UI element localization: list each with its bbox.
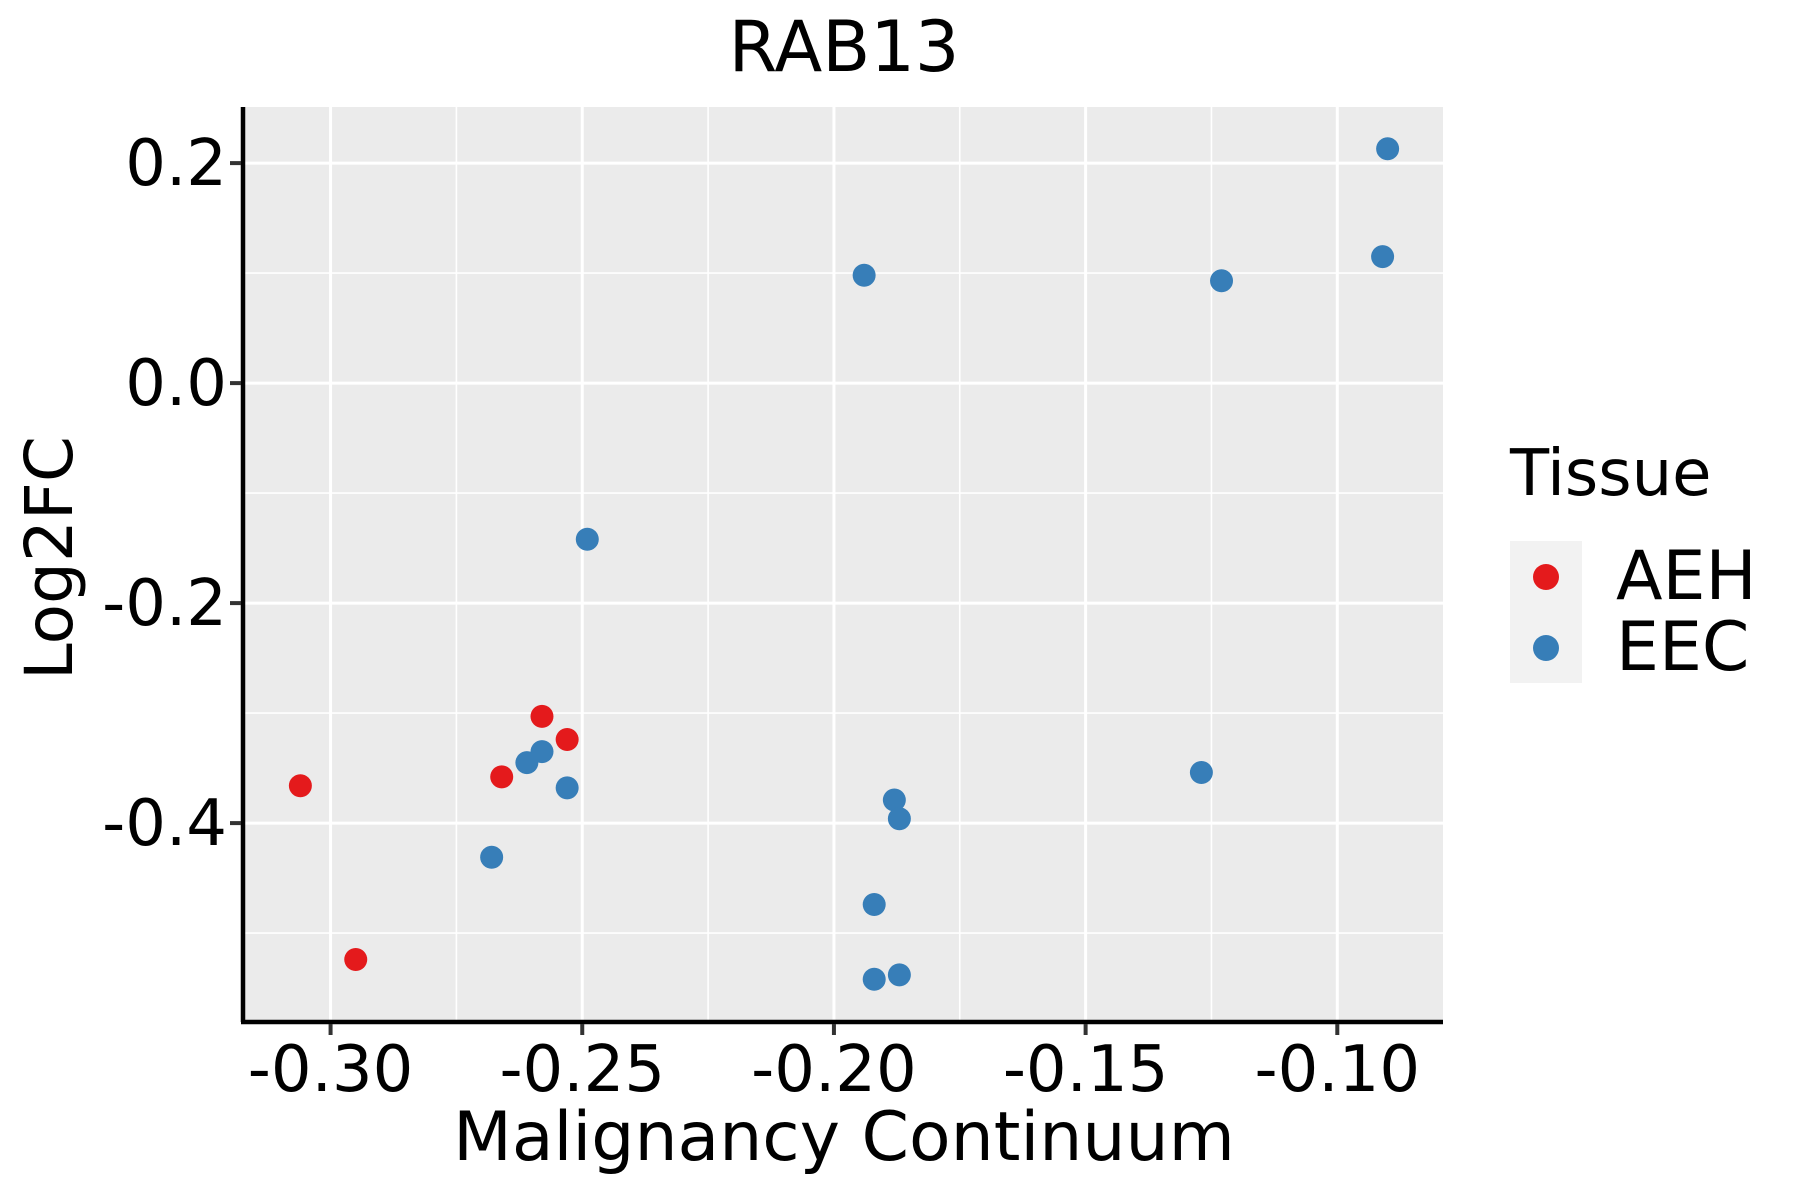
x-tick-label: -0.25	[499, 1033, 666, 1107]
data-point-aeh	[530, 704, 554, 728]
data-point-eec	[887, 807, 911, 831]
data-point-eec	[887, 963, 911, 987]
panel-background	[245, 107, 1443, 1020]
legend-title: Tissue	[1510, 437, 1712, 511]
data-point-eec	[575, 527, 599, 551]
legend-key	[1510, 612, 1582, 683]
plot-title: RAB13	[728, 6, 960, 88]
legend-entry-eec: EEC	[1510, 612, 1790, 683]
legend-entry-aeh: AEH	[1510, 541, 1790, 612]
data-point-eec	[862, 967, 886, 991]
data-point-eec	[852, 263, 876, 287]
data-point-eec	[1210, 269, 1234, 293]
data-point-eec	[1371, 245, 1395, 269]
data-point-eec	[480, 845, 504, 869]
data-point-eec	[1376, 137, 1400, 161]
y-tick-label: -0.4	[102, 787, 227, 862]
x-axis-title: Malignancy Continuum	[453, 1098, 1235, 1177]
x-tick-label: -0.20	[751, 1033, 917, 1107]
data-point-aeh	[288, 774, 312, 798]
x-tick-label: -0.30	[247, 1033, 414, 1107]
data-point-eec	[555, 776, 579, 800]
data-point-eec	[882, 788, 906, 812]
y-axis-title: Log2FC	[11, 436, 88, 680]
y-tick-label: 0.0	[125, 347, 227, 422]
legend: Tissue AEH EEC	[1510, 442, 1790, 683]
y-tick-label: -0.2	[102, 567, 227, 642]
data-point-eec	[1189, 761, 1213, 784]
legend-label: EEC	[1616, 608, 1750, 687]
data-point-eec	[530, 740, 554, 764]
data-point-aeh	[555, 728, 579, 751]
legend-key	[1510, 541, 1582, 612]
data-point-aeh	[344, 948, 368, 971]
legend-label: AEH	[1616, 537, 1757, 616]
y-tick-label: 0.2	[125, 127, 227, 202]
x-tick-label: -0.10	[1254, 1033, 1421, 1107]
data-point-aeh	[490, 765, 514, 789]
legend-dot-icon	[1533, 563, 1559, 590]
legend-dot-icon	[1533, 634, 1559, 661]
data-point-eec	[862, 893, 886, 916]
legend-entries: AEH EEC	[1510, 541, 1790, 683]
x-tick-label: -0.15	[1002, 1033, 1169, 1107]
